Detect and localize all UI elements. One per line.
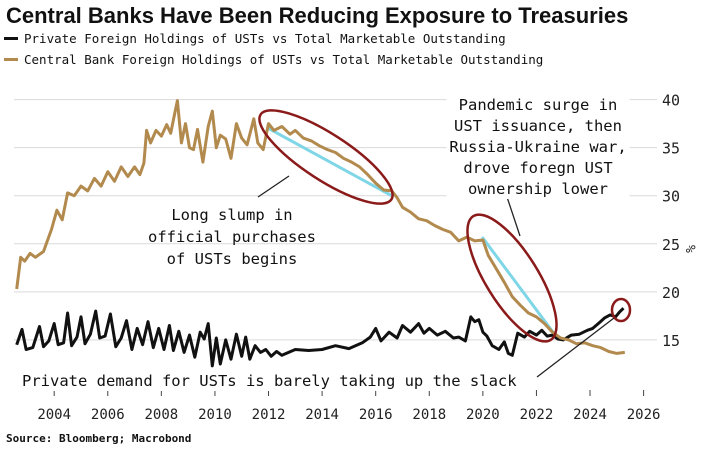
central-bank-holdings-line [15, 99, 625, 355]
annotation-text-2: Private demand for USTs is barely taking… [19, 371, 521, 391]
legend-label-central: Central Bank Foreign Holdings of USTs vs… [24, 52, 544, 67]
x-tick-label: 2018 [412, 407, 446, 423]
ellipse-pandemic [466, 213, 558, 343]
annotation-line: Private demand for USTs is barely taking… [22, 372, 517, 390]
legend-entry-central: Central Bank Foreign Holdings of USTs vs… [4, 52, 543, 67]
y-tick-label: 15 [662, 332, 680, 350]
x-axis-ticks: 2004 2006 2008 2010 2012 2014 2016 2018 2020 2022… [37, 390, 660, 423]
series-lines [15, 99, 625, 368]
annotation-line: Russia-Ukraine war, [449, 138, 626, 156]
x-tick-label: 2014 [305, 407, 339, 423]
x-tick-label: 2008 [144, 407, 178, 423]
x-tick-label: 2010 [198, 407, 232, 423]
source-note: Source: Bloomberg; Macrobond [6, 432, 192, 445]
annotation-texts: Long slump in official purchases of USTs b… [19, 95, 630, 391]
x-tick-label: 2020 [466, 407, 500, 423]
x-tick-label: 2022 [520, 407, 554, 423]
annotation-text-1: Pandemic surge in UST issuance, then Russi… [446, 95, 630, 199]
legend-label-private: Private Foreign Holdings of USTs vs Tota… [24, 31, 506, 46]
chart-title: Central Banks Have Been Reducing Exposur… [6, 3, 629, 28]
trend-highlight [481, 236, 557, 337]
y-tick-label: 30 [662, 188, 680, 206]
annotation-ellipses [258, 109, 632, 343]
annotation-line: ownership lower [468, 180, 608, 198]
y-tick-label: 25 [662, 236, 680, 254]
x-tick-label: 2026 [627, 407, 661, 423]
y-axis-ticks: 15 20 25 30 35 40 [662, 92, 680, 350]
ellipse-latest-private [610, 297, 632, 323]
x-tick-label: 2024 [573, 407, 607, 423]
legend-swatch-private [4, 37, 18, 40]
x-tick-label: 2016 [359, 407, 393, 423]
annotation-line: UST issuance, then [454, 117, 622, 135]
y-tick-label: 40 [662, 92, 680, 110]
annotation-background [19, 371, 521, 391]
annotation-pointer [506, 196, 521, 237]
y-tick-label: 35 [662, 140, 680, 158]
annotation-line: of USTs begins [167, 250, 298, 268]
annotation-line: Long slump in [171, 206, 292, 224]
annotation-line: official purchases [148, 228, 316, 246]
annotation-pointers [257, 175, 615, 378]
annotation-pointer [536, 317, 615, 378]
annotation-background [446, 95, 630, 199]
legend-swatch-central [4, 58, 18, 61]
ellipse-slump [258, 109, 394, 205]
annotation-text-0: Long slump in official purchases of USTs b… [148, 206, 316, 268]
trend-highlight [267, 126, 394, 198]
private-holdings-line [15, 307, 625, 368]
annotation-pointer [257, 175, 290, 198]
x-tick-label: 2004 [37, 407, 71, 423]
annotation-line: drove foregn UST [463, 159, 612, 177]
x-tick-label: 2006 [91, 407, 125, 423]
x-tick-label: 2012 [252, 407, 286, 423]
trend-highlights [267, 126, 557, 337]
legend-entry-private: Private Foreign Holdings of USTs vs Tota… [4, 31, 506, 46]
annotation-line: Pandemic surge in [459, 96, 618, 114]
y-axis-unit-label: % [682, 245, 697, 253]
y-tick-label: 20 [662, 284, 680, 302]
